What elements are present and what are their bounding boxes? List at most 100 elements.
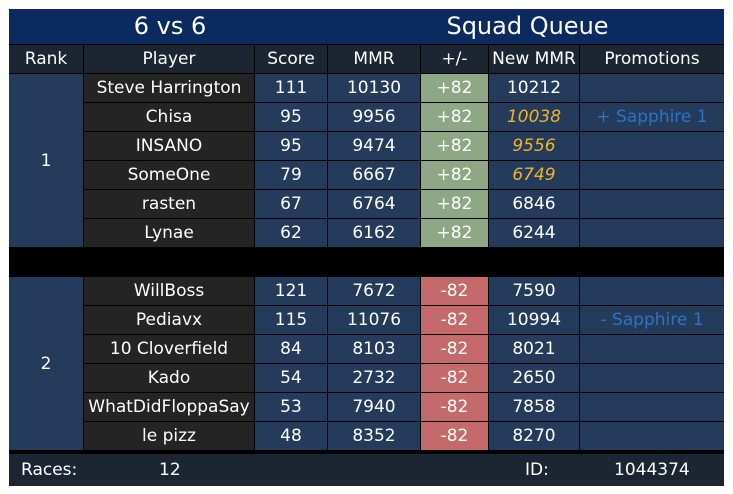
player-name: Steve Harrington [84,74,255,103]
table-row: Kado 54 2732 -82 2650 [9,364,724,393]
mmr-delta: -82 [421,364,489,393]
player-promotion [580,335,724,364]
col-header-delta: +/- [421,45,489,74]
mmr-delta: +82 [421,103,489,132]
player-mmr: 6162 [328,219,421,248]
player-mmr: 2732 [328,364,421,393]
player-score: 121 [255,277,328,306]
player-mmr: 9474 [328,132,421,161]
title-bar: 6 vs 6 Squad Queue [9,9,724,44]
player-promotion [580,219,724,248]
player-promotion [580,74,724,103]
player-new-mmr: 6846 [489,190,580,219]
results-card: 6 vs 6 Squad Queue Rank Player Score MMR… [9,9,724,486]
player-new-mmr: 10212 [489,74,580,103]
results-table: Rank Player Score MMR +/- New MMR Promot… [9,45,724,451]
player-new-mmr: 10038 [489,103,580,132]
player-mmr: 7940 [328,393,421,422]
player-name: Pediavx [84,306,255,335]
player-score: 115 [255,306,328,335]
player-score: 48 [255,422,328,451]
player-promotion [580,393,724,422]
mmr-delta: +82 [421,219,489,248]
player-new-mmr: 6749 [489,161,580,190]
player-new-mmr: 7590 [489,277,580,306]
player-score: 53 [255,393,328,422]
footer: Races: 12 ID: 1044374 [9,454,724,486]
mmr-delta: -82 [421,335,489,364]
table-row: rasten 67 6764 +82 6846 [9,190,724,219]
team-separator [9,248,724,277]
player-new-mmr: 8270 [489,422,580,451]
player-promotion: + Sapphire 1 [580,103,724,132]
team-rank: 1 [9,74,84,248]
player-promotion [580,190,724,219]
player-name: INSANO [84,132,255,161]
player-promotion [580,161,724,190]
player-promotion [580,277,724,306]
mmr-delta: -82 [421,422,489,451]
player-score: 54 [255,364,328,393]
player-score: 84 [255,335,328,364]
player-promotion [580,364,724,393]
mmr-delta: -82 [421,306,489,335]
player-name: WillBoss [84,277,255,306]
player-new-mmr: 7858 [489,393,580,422]
queue-title: Squad Queue [446,12,609,40]
player-new-mmr: 9556 [489,132,580,161]
col-header-promotions: Promotions [580,45,724,74]
col-header-new-mmr: New MMR [489,45,580,74]
player-score: 95 [255,132,328,161]
player-name: le pizz [84,422,255,451]
match-id-value: 1044374 [614,460,690,480]
races-label: Races: [21,460,78,480]
col-header-rank: Rank [9,45,84,74]
id-label: ID: [525,460,549,480]
player-new-mmr: 8021 [489,335,580,364]
table-row: le pizz 48 8352 -82 8270 [9,422,724,451]
player-new-mmr: 6244 [489,219,580,248]
team-rank: 2 [9,277,84,451]
format-title: 6 vs 6 [133,12,207,40]
mmr-delta: -82 [421,393,489,422]
player-promotion [580,132,724,161]
player-score: 79 [255,161,328,190]
player-score: 62 [255,219,328,248]
player-mmr: 8352 [328,422,421,451]
player-name: Kado [84,364,255,393]
player-mmr: 8103 [328,335,421,364]
table-row: Pediavx 115 11076 -82 10994- Sapphire 1 [9,306,724,335]
player-score: 95 [255,103,328,132]
col-header-mmr: MMR [328,45,421,74]
mmr-delta: +82 [421,132,489,161]
player-mmr: 11076 [328,306,421,335]
col-header-score: Score [255,45,328,74]
player-mmr: 7672 [328,277,421,306]
races-value: 12 [159,460,181,480]
player-score: 111 [255,74,328,103]
player-mmr: 9956 [328,103,421,132]
table-row: Chisa 95 9956 +82 10038 + Sapphire 1 [9,103,724,132]
header-row: Rank Player Score MMR +/- New MMR Promot… [9,45,724,74]
player-promotion [580,422,724,451]
table-row: 1 Steve Harrington 111 10130 +82 10212 [9,74,724,248]
player-mmr: 10130 [328,74,421,103]
table-row: SomeOne 79 6667 +82 6749 [9,161,724,190]
table-row: 2 WillBoss 121 7672 -82 7590 [9,277,724,451]
mmr-delta: +82 [421,74,489,103]
table-row: 10 Cloverfield 84 8103 -82 8021 [9,335,724,364]
mmr-delta: +82 [421,190,489,219]
table-row: Lynae 62 6162 +82 6244 [9,219,724,248]
player-new-mmr: 10994 [489,306,580,335]
col-header-player: Player [84,45,255,74]
player-name: Chisa [84,103,255,132]
player-new-mmr: 2650 [489,364,580,393]
player-name: SomeOne [84,161,255,190]
table-row: INSANO 95 9474 +82 9556 [9,132,724,161]
mmr-delta: -82 [421,277,489,306]
player-name: WhatDidFloppaSay [84,393,255,422]
mmr-delta: +82 [421,161,489,190]
player-mmr: 6764 [328,190,421,219]
player-score: 67 [255,190,328,219]
table-row: WhatDidFloppaSay 53 7940 -82 7858 [9,393,724,422]
